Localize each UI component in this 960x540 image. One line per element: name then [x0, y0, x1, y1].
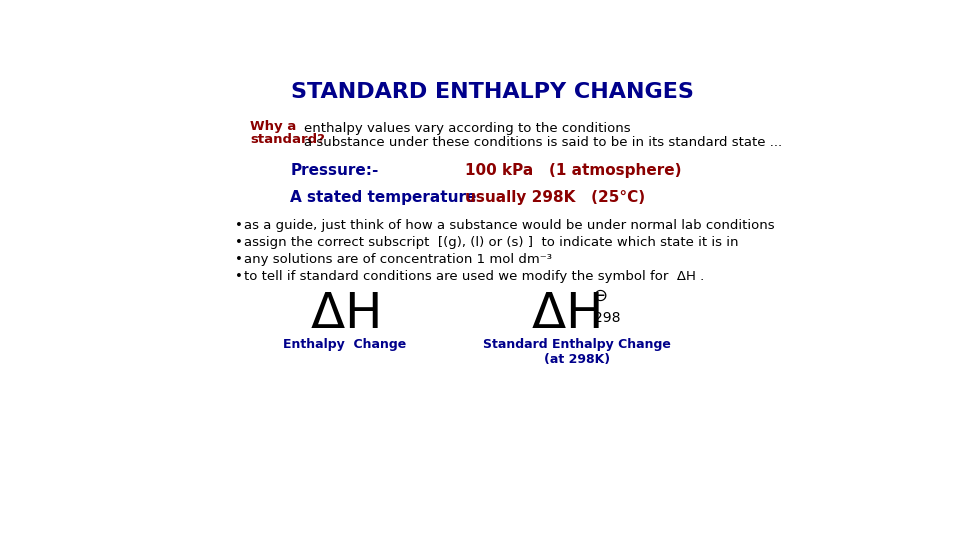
- Text: assign the correct subscript  [(g), (l) or (s) ]  to indicate which state it is : assign the correct subscript [(g), (l) o…: [244, 236, 738, 249]
- Text: as a guide, just think of how a substance would be under normal lab conditions: as a guide, just think of how a substanc…: [244, 219, 775, 232]
- Text: ⊖: ⊖: [592, 287, 608, 305]
- Text: enthalpy values vary according to the conditions: enthalpy values vary according to the co…: [304, 122, 631, 135]
- Text: Why a: Why a: [251, 120, 297, 133]
- Text: standard?: standard?: [251, 132, 325, 146]
- Text: •: •: [234, 236, 243, 249]
- Text: A stated temperature: A stated temperature: [291, 190, 477, 205]
- Text: $\Delta$H: $\Delta$H: [310, 289, 379, 338]
- Text: any solutions are of concentration 1 mol dm⁻³: any solutions are of concentration 1 mol…: [244, 253, 552, 266]
- Text: usually 298K   (25°C): usually 298K (25°C): [465, 190, 645, 205]
- Text: Pressure:-: Pressure:-: [291, 164, 379, 178]
- Text: 100 kPa   (1 atmosphere): 100 kPa (1 atmosphere): [465, 164, 682, 178]
- Text: a substance under these conditions is said to be in its standard state ...: a substance under these conditions is sa…: [304, 136, 782, 148]
- Text: •: •: [234, 269, 243, 282]
- Text: •: •: [234, 253, 243, 266]
- Text: •: •: [234, 219, 243, 232]
- Text: to tell if standard conditions are used we modify the symbol for  ΔH .: to tell if standard conditions are used …: [244, 269, 705, 282]
- Text: $\Delta$H: $\Delta$H: [531, 289, 600, 338]
- Text: Enthalpy  Change: Enthalpy Change: [283, 338, 406, 351]
- Text: STANDARD ENTHALPY CHANGES: STANDARD ENTHALPY CHANGES: [291, 82, 693, 102]
- Text: Standard Enthalpy Change
(at 298K): Standard Enthalpy Change (at 298K): [483, 338, 671, 366]
- Text: 298: 298: [594, 311, 621, 325]
